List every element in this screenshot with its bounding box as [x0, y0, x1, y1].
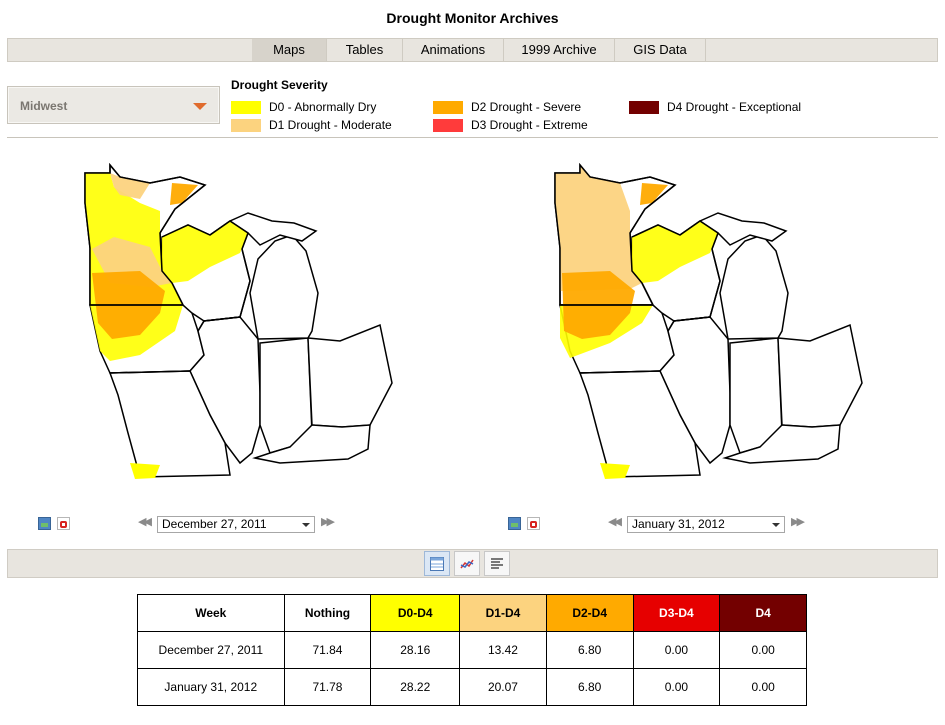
table-view-icon [430, 557, 444, 571]
double-left-arrow-icon[interactable]: ◀◀ [608, 516, 622, 528]
drought-d0-wisconsin [162, 221, 248, 283]
table-cell: 71.84 [283, 631, 372, 669]
table-cell: 0.00 [632, 668, 721, 706]
drought-d0-missouri [600, 463, 630, 479]
state-kentucky [252, 424, 371, 464]
table-cell: January 31, 2012 [137, 668, 285, 706]
text-view-button[interactable] [484, 551, 510, 576]
chevron-down-icon [772, 523, 780, 527]
header-week: Week [137, 594, 285, 632]
header-d2-d4: D2-D4 [545, 594, 634, 632]
drought-map-left [80, 163, 395, 495]
tab-bar: Maps Tables Animations 1999 Archive GIS … [7, 38, 938, 62]
tab-maps[interactable]: Maps [252, 39, 327, 61]
legend-swatch-d2 [433, 101, 463, 114]
drought-statistics-table: Week Nothing D0-D4 D1-D4 D2-D4 D3-D4 D4 … [137, 594, 807, 706]
drought-d2 [92, 183, 198, 339]
state-ohio [777, 323, 863, 428]
state-missouri [108, 370, 231, 478]
view-toolbar [7, 549, 938, 578]
date-select-right-value: January 31, 2012 [632, 517, 725, 531]
table-cell: 0.00 [632, 631, 721, 669]
tab-tables[interactable]: Tables [327, 39, 403, 61]
map-controls-right: ◀◀ January 31, 2012 ▶▶ [508, 514, 808, 534]
table-cell: 28.16 [370, 631, 461, 669]
pdf-icon[interactable] [57, 517, 70, 530]
legend-title: Drought Severity [231, 78, 328, 92]
chevron-down-icon [302, 523, 310, 527]
image-icon[interactable] [508, 517, 521, 530]
header-d1-d4: D1-D4 [459, 594, 547, 632]
table-cell: 6.80 [545, 631, 634, 669]
legend-label-d4: D4 Drought - Exceptional [667, 100, 802, 114]
legend-swatch-d3 [433, 119, 463, 132]
map-controls-left: ◀◀ December 27, 2011 ▶▶ [38, 514, 338, 534]
state-kentucky [722, 424, 841, 464]
table-cell: 6.80 [545, 668, 634, 706]
text-view-icon [491, 558, 503, 569]
table-header-row: Week Nothing D0-D4 D1-D4 D2-D4 D3-D4 D4 [137, 594, 807, 632]
legend-swatch-d4 [629, 101, 659, 114]
double-left-arrow-icon[interactable]: ◀◀ [138, 516, 152, 528]
table-cell: December 27, 2011 [137, 631, 285, 669]
pdf-icon[interactable] [527, 517, 540, 530]
tab-animations[interactable]: Animations [403, 39, 504, 61]
table-row: January 31, 2012 71.78 28.22 20.07 6.80 … [137, 668, 807, 706]
drought-d1 [555, 165, 642, 291]
table-cell: 0.00 [719, 668, 807, 706]
tab-gis-data[interactable]: GIS Data [615, 39, 706, 61]
table-view-button[interactable] [424, 551, 450, 576]
image-icon[interactable] [38, 517, 51, 530]
legend-swatch-d0 [231, 101, 261, 114]
region-select[interactable]: Midwest [7, 86, 220, 124]
header-nothing: Nothing [283, 594, 372, 632]
table-cell: 28.22 [370, 668, 461, 706]
drought-d1 [92, 173, 172, 287]
region-select-value: Midwest [20, 99, 68, 113]
page-title: Drought Monitor Archives [386, 10, 559, 26]
table-cell: 20.07 [459, 668, 547, 706]
state-ohio [307, 323, 393, 428]
chart-view-button[interactable] [454, 551, 480, 576]
dropdown-triangle-icon[interactable] [193, 103, 207, 110]
drought-d0-missouri [130, 463, 160, 479]
header-d4: D4 [719, 594, 807, 632]
drought-map-right [550, 163, 865, 495]
legend-label-d3: D3 Drought - Extreme [471, 118, 588, 132]
legend-label-d0: D0 - Abnormally Dry [269, 100, 377, 114]
header-d3-d4: D3-D4 [632, 594, 721, 632]
state-michigan-lower [719, 234, 789, 340]
legend-label-d2: D2 Drought - Severe [471, 100, 582, 114]
divider [7, 137, 938, 138]
table-cell: 13.42 [459, 631, 547, 669]
date-select-left-value: December 27, 2011 [162, 517, 267, 531]
header-d0-d4: D0-D4 [370, 594, 461, 632]
chart-view-icon [460, 559, 474, 569]
drought-d2 [562, 183, 668, 339]
table-row: December 27, 2011 71.84 28.16 13.42 6.80… [137, 631, 807, 669]
table-cell: 0.00 [719, 631, 807, 669]
state-missouri [578, 370, 701, 478]
state-michigan-lower [249, 234, 319, 340]
legend-swatch-d1 [231, 119, 261, 132]
tab-1999-archive[interactable]: 1999 Archive [504, 39, 615, 61]
table-cell: 71.78 [283, 668, 372, 706]
date-select-left[interactable]: December 27, 2011 [157, 516, 315, 533]
legend-label-d1: D1 Drought - Moderate [269, 118, 392, 132]
date-select-right[interactable]: January 31, 2012 [627, 516, 785, 533]
double-right-arrow-icon[interactable]: ▶▶ [791, 516, 805, 528]
double-right-arrow-icon[interactable]: ▶▶ [321, 516, 335, 528]
